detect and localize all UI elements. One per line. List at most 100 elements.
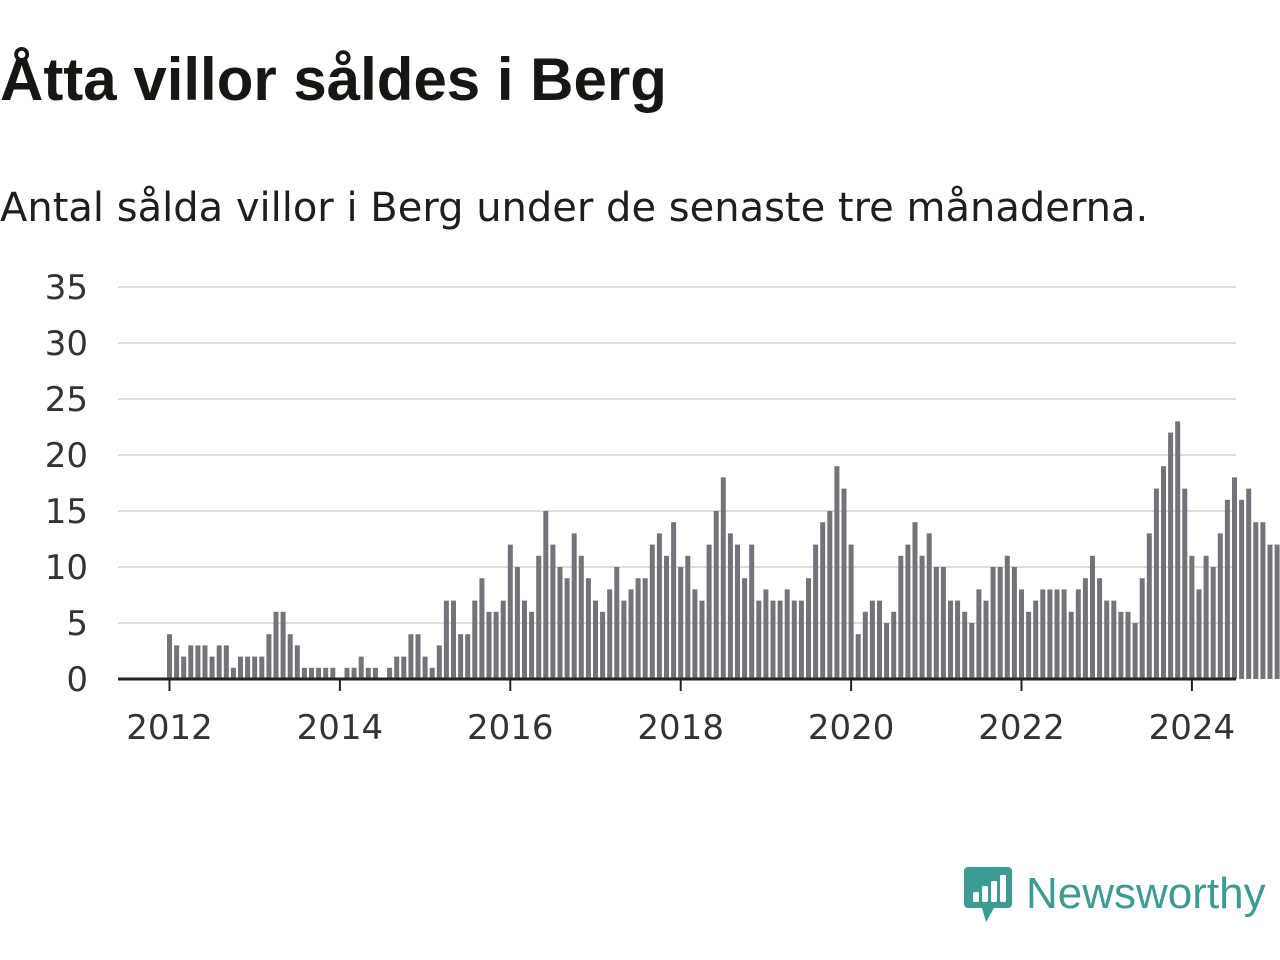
bar [692,589,698,679]
bar [344,667,350,679]
bar [635,578,641,679]
chart-subtitle: Antal sålda villor i Berg under de senas… [0,185,1149,231]
bar [422,656,428,679]
bar [1146,533,1152,679]
bar [912,522,918,679]
bar [749,544,755,679]
bar [529,611,535,679]
bar [777,600,783,679]
bar [543,511,549,679]
bar [230,667,236,679]
bar [784,589,790,679]
bar [742,578,748,679]
bar [841,488,847,679]
bar [990,567,996,679]
bar [436,645,442,679]
bar [735,544,740,679]
bar [287,634,293,679]
bar [479,578,485,679]
bar [1082,578,1088,679]
bar [926,533,932,679]
bar [855,634,861,679]
bar [401,656,407,679]
bar [514,567,520,679]
bar [664,555,669,679]
bar [656,533,662,679]
bar [621,600,627,679]
brand-name: Newsworthy [1026,869,1266,918]
bar [955,600,961,679]
bar [259,656,265,679]
bar [1019,589,1024,679]
bar [671,522,677,679]
bar [493,611,499,679]
bar [188,645,194,679]
bar [813,544,819,679]
y-tick-label: 0 [66,660,88,700]
bar [443,600,449,679]
bar [216,645,222,679]
x-tick-label: 2012 [126,708,213,748]
bar [372,667,378,679]
x-tick-label: 2020 [808,708,895,748]
bar [642,578,648,679]
bar [1232,477,1237,679]
bar [919,555,925,679]
bar [316,667,322,679]
bar [706,544,712,679]
y-tick-label: 20 [45,436,88,476]
bar [266,634,272,679]
bar [862,611,868,679]
bar [600,611,606,679]
bar [593,600,598,679]
bar [415,634,421,679]
bar [1118,611,1124,679]
bar [522,600,527,679]
bar [628,589,634,679]
bar [1054,589,1060,679]
bar [1004,555,1010,679]
bar [294,645,300,679]
bar [358,656,364,679]
bar [1068,611,1074,679]
bar [1224,499,1230,679]
grid-lines [118,286,1236,624]
bar [877,600,882,679]
x-tick-label: 2018 [637,708,724,748]
bar [245,656,251,679]
bar [1047,589,1053,679]
bar [1075,589,1081,679]
bar [387,667,393,679]
bar [465,634,471,679]
y-tick-label: 5 [66,604,88,644]
y-tick-label: 30 [45,324,88,364]
bar [365,667,371,679]
bar [763,589,769,679]
bar [969,623,975,679]
bar [891,611,897,679]
bar [770,600,776,679]
bar [806,578,811,679]
bar [720,477,726,679]
bar [1097,578,1103,679]
bar [940,567,946,679]
bar [962,611,968,679]
bar [834,466,840,679]
bar [458,634,464,679]
bar [1203,555,1209,679]
x-axis: 20122014201620182020202220242026 [118,677,1236,748]
bar [1274,544,1280,679]
bar [1161,466,1166,679]
bar [614,567,620,679]
bar [209,656,215,679]
bar [685,555,691,679]
bar [1267,544,1273,679]
bar [607,589,613,679]
y-axis-ticks: 0 5 10 15 20 25 30 35 [45,268,88,700]
bars [167,421,1280,679]
x-tick-label: 2022 [978,708,1065,748]
bar [394,656,400,679]
bar [791,600,797,679]
bar [500,600,506,679]
